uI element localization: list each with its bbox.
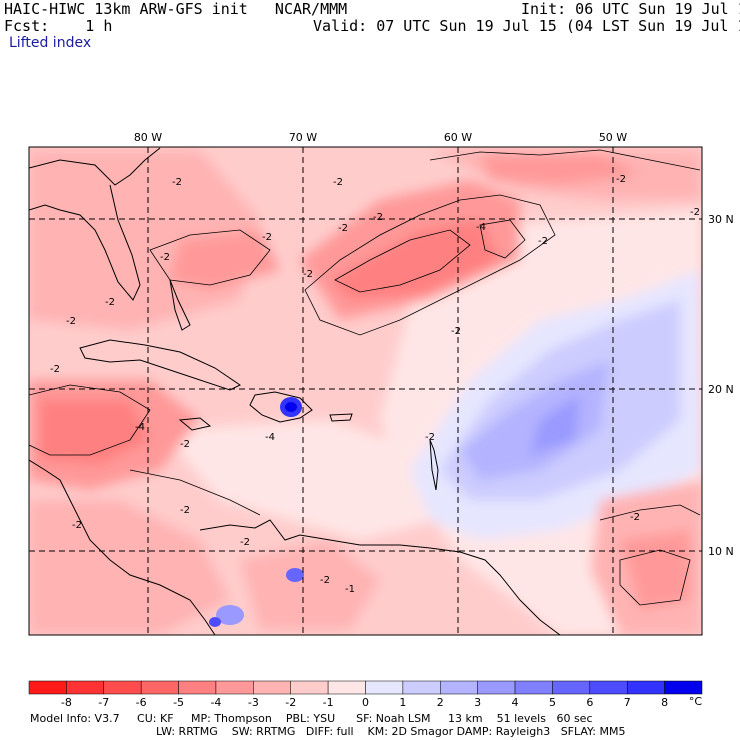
colorbar-tick-label: 4 [512, 696, 519, 709]
field-shading [29, 150, 702, 635]
contour-label: -4 [476, 222, 486, 233]
contour-label: -2 [333, 177, 343, 188]
colorbar-swatch [589, 680, 628, 695]
lon-label: 80 W [134, 131, 162, 144]
field-name: Lifted index [9, 35, 92, 51]
contour-label: -2 [66, 316, 76, 327]
colorbar-tick-labels: -8 -7 -6 -5 -4 -3 -2 -1 0 1 2 3 4 5 6 7 8 [61, 696, 668, 709]
longitude-labels: 80 W 70 W 60 W 50 W [134, 131, 627, 144]
colorbar-swatch [477, 680, 516, 695]
colorbar [28, 680, 703, 695]
coastlines [29, 147, 561, 635]
colorbar-swatch [327, 680, 366, 695]
contour-label: -2 [240, 537, 250, 548]
colorbar-swatch [140, 680, 179, 695]
colorbar-unit: °C [689, 695, 703, 708]
contour-label: -2 [538, 236, 548, 247]
colorbar-swatch [552, 680, 591, 695]
colorbar-swatch [178, 680, 217, 695]
colorbar-swatch [402, 680, 441, 695]
colorbar-tick-label: 8 [661, 696, 668, 709]
contour-label: -4 [135, 422, 145, 433]
colorbar-swatch [103, 680, 142, 695]
colorbar-swatch [253, 680, 291, 695]
init-time: Init: 06 UTC Sun 19 Jul 15 [521, 0, 740, 18]
colorbar-tick-label: 3 [474, 696, 481, 709]
contour-labels: -2 -2 -2 -2 -2 -2 -2 -2 -2 -2 -2 -2 -2 -… [50, 174, 700, 595]
contour-label: -2 [160, 252, 170, 263]
colorbar-tick-label: -3 [248, 696, 259, 709]
blue-cell-venezuela [286, 568, 304, 582]
colorbar-tick-label: -2 [285, 696, 296, 709]
colorbar-tick-label: 2 [437, 696, 444, 709]
contour-label: -2 [262, 232, 272, 243]
latitude-labels: 30 N 20 N 10 N [708, 213, 734, 558]
colorbar-tick-label: -7 [98, 696, 109, 709]
colorbar-tick-label: 7 [624, 696, 631, 709]
colorbar-tick-label: -4 [210, 696, 221, 709]
model-info-line2: LW: RRTMG SW: RRTMG DIFF: full KM: 2D Sm… [156, 725, 626, 738]
contour-label: -1 [345, 584, 355, 595]
colorbar-swatch [440, 680, 478, 695]
contour-label: -2 [180, 439, 190, 450]
contour-label: -2 [451, 326, 461, 337]
colorbar-tick-label: 5 [549, 696, 556, 709]
lon-label: 60 W [444, 131, 472, 144]
colorbar-tick-label: -1 [323, 696, 334, 709]
contour-label: -2 [373, 212, 383, 223]
colorbar-tick-label: 6 [586, 696, 593, 709]
lon-label: 70 W [289, 131, 317, 144]
colorbar-swatch [664, 680, 703, 695]
colorbar-tick-label: -5 [173, 696, 184, 709]
contour-label: -2 [320, 575, 330, 586]
colorbar-swatch [514, 680, 553, 695]
colorbar-swatch [626, 680, 665, 695]
contour-lines [29, 149, 701, 606]
blue-cell-south [216, 605, 244, 625]
lat-lon-grid [29, 147, 702, 635]
colorbar-swatch [365, 680, 404, 695]
contour-label: -2 [690, 207, 700, 218]
contour-label: -2 [180, 505, 190, 516]
contour-label: -2 [172, 177, 182, 188]
contour-label: -2 [303, 269, 313, 280]
contour-label: -2 [425, 432, 435, 443]
colorbar-tick-label: -6 [136, 696, 147, 709]
colorbar-swatch [28, 680, 67, 695]
contour-label: -2 [630, 512, 640, 523]
model-title: HAIC-HIWC 13km ARW-GFS init NCAR/MMM [4, 0, 348, 18]
colorbar-tick-label: 0 [362, 696, 369, 709]
map-frame [28, 146, 703, 636]
contour-label: -2 [105, 297, 115, 308]
map-panel: -2 -2 -2 -2 -2 -2 -2 -2 -2 -2 -2 -2 -2 -… [29, 147, 702, 635]
lat-label: 20 N [708, 383, 734, 396]
colorbar-tick-label: -8 [61, 696, 72, 709]
contour-label: -2 [72, 520, 82, 531]
valid-time: Valid: 07 UTC Sun 19 Jul 15 (04 LST Sun … [313, 17, 740, 35]
lon-label: 50 W [599, 131, 627, 144]
model-info-line1: Model Info: V3.7 CU: KF MP: Thompson PBL… [30, 712, 593, 725]
lat-label: 10 N [708, 545, 734, 558]
colorbar-swatch [66, 680, 105, 695]
colorbar-tick-label: 1 [399, 696, 406, 709]
contour-label: -2 [616, 174, 626, 185]
contour-label: -4 [265, 432, 275, 443]
contour-label: -2 [338, 223, 348, 234]
colorbar-swatch [290, 680, 329, 695]
contour-label: -2 [50, 364, 60, 375]
forecast-hour: Fcst: 1 h [4, 17, 113, 35]
lat-label: 30 N [708, 213, 734, 226]
colorbar-swatch [215, 680, 254, 695]
